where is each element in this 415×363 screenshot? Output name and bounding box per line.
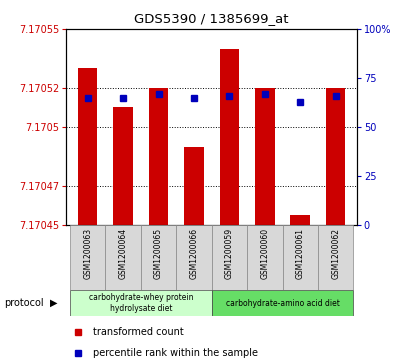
Text: GSM1200060: GSM1200060 <box>260 228 269 280</box>
Text: GSM1200065: GSM1200065 <box>154 228 163 280</box>
Text: GSM1200063: GSM1200063 <box>83 228 92 280</box>
Text: carbohydrate-amino acid diet: carbohydrate-amino acid diet <box>226 299 339 307</box>
Text: percentile rank within the sample: percentile rank within the sample <box>93 348 258 358</box>
Bar <box>212 290 353 316</box>
Bar <box>283 225 318 290</box>
Bar <box>247 225 283 290</box>
Bar <box>184 147 204 225</box>
Text: GSM1200062: GSM1200062 <box>331 228 340 279</box>
Bar <box>255 88 275 225</box>
Text: GSM1200066: GSM1200066 <box>189 228 198 280</box>
Title: GDS5390 / 1385699_at: GDS5390 / 1385699_at <box>134 12 289 25</box>
Text: GSM1200059: GSM1200059 <box>225 228 234 280</box>
Text: ▶: ▶ <box>50 298 58 308</box>
Bar <box>149 88 168 225</box>
Bar <box>70 290 212 316</box>
Bar <box>141 225 176 290</box>
Bar <box>290 215 310 225</box>
Bar <box>220 49 239 225</box>
Bar <box>70 225 105 290</box>
Bar <box>113 107 133 225</box>
Bar <box>105 225 141 290</box>
Bar <box>318 225 353 290</box>
Bar <box>176 225 212 290</box>
Bar <box>326 88 345 225</box>
Bar <box>78 68 98 225</box>
Text: GSM1200061: GSM1200061 <box>296 228 305 279</box>
Text: GSM1200064: GSM1200064 <box>119 228 127 280</box>
Text: protocol: protocol <box>4 298 44 308</box>
Text: carbohydrate-whey protein
hydrolysate diet: carbohydrate-whey protein hydrolysate di… <box>88 293 193 313</box>
Bar <box>212 225 247 290</box>
Text: transformed count: transformed count <box>93 327 183 337</box>
